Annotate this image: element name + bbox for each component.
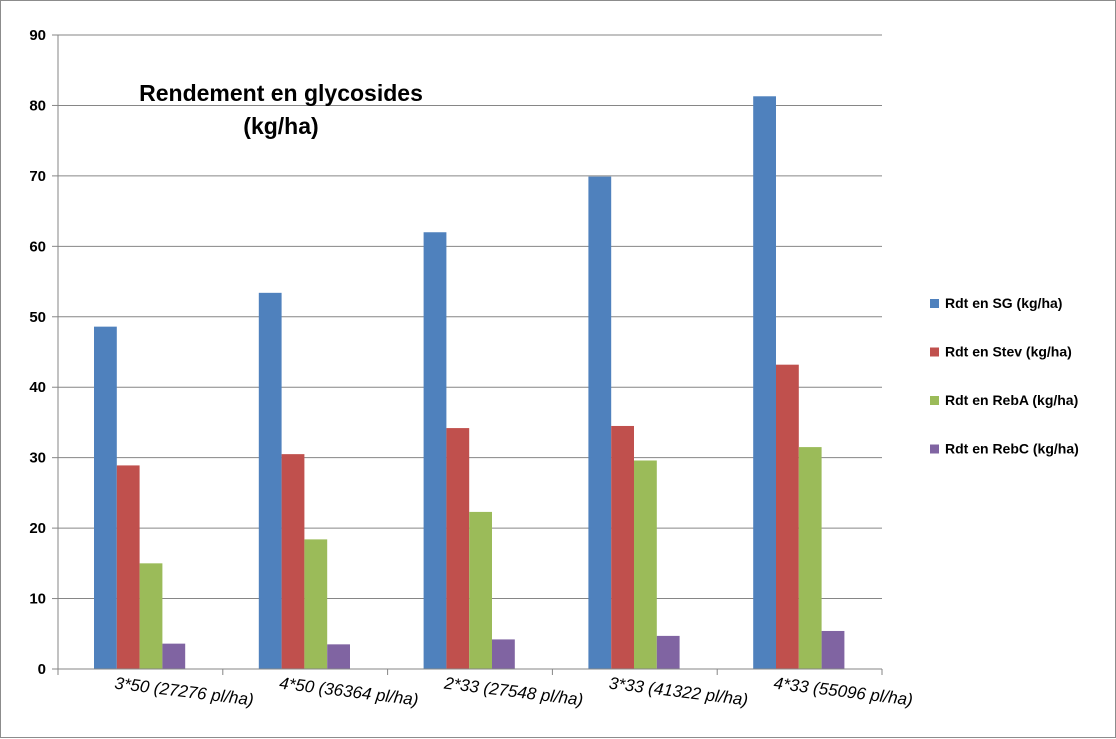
y-tick-labels: 0 10 20 30 40 50 60 70 80 90	[29, 27, 46, 678]
x-category-label: 4*33 (55096 pl/ha)	[773, 674, 914, 710]
bar-3-5	[798, 447, 822, 669]
bar-1-1	[94, 326, 117, 669]
bar-4-1	[162, 643, 186, 669]
bar-2-2	[281, 454, 305, 669]
bar-1-5	[753, 96, 776, 669]
bar-4-5	[821, 630, 845, 669]
y-tick-label: 30	[29, 450, 46, 467]
y-tick-label: 70	[29, 168, 46, 185]
x-category-labels: 3*50 (27276 pl/ha) 4*50 (36364 pl/ha) 2*33…	[113, 673, 913, 709]
y-tick-label: 90	[29, 27, 46, 44]
legend-label: Rdt en Stev (kg/ha)	[945, 344, 1072, 360]
bar-2-5	[776, 364, 799, 669]
bar-2-4	[611, 425, 634, 669]
legend-label: Rdt en RebA (kg/ha)	[945, 392, 1078, 408]
chart-title-line-2: (kg/ha)	[243, 113, 318, 139]
legend-label: Rdt en RebC (kg/ha)	[945, 441, 1079, 457]
y-tick-label: 0	[38, 661, 46, 678]
legend-swatch	[930, 396, 939, 405]
chart-title-line-1: Rendement en glycosides	[139, 80, 423, 106]
bar-1-4	[588, 176, 612, 670]
bar-3-1	[139, 563, 163, 669]
y-tick-label: 20	[29, 520, 46, 537]
bar-2-1	[116, 465, 140, 669]
bar-3-3	[469, 511, 492, 669]
y-tick-label: 10	[29, 591, 46, 608]
bar-4-2	[327, 644, 350, 669]
gridlines	[52, 34, 882, 670]
bars	[94, 96, 845, 670]
y-tick-label: 60	[29, 238, 46, 255]
legend-label: Rdt en SG (kg/ha)	[945, 295, 1062, 311]
bar-1-2	[258, 292, 282, 669]
bar-3-4	[634, 460, 657, 669]
y-tick-label: 80	[29, 97, 46, 114]
x-category-label: 3*33 (41322 pl/ha)	[608, 674, 749, 710]
bar-4-4	[656, 635, 680, 669]
legend-swatch	[930, 347, 939, 357]
x-category-label: 2*33 (27548 pl/ha)	[442, 673, 584, 709]
x-category-label: 4*50 (36364 pl/ha)	[278, 674, 419, 710]
bar-4-3	[492, 639, 515, 669]
y-tick-label: 50	[29, 309, 46, 326]
axes	[57, 35, 883, 675]
x-category-label: 3*50 (27276 pl/ha)	[113, 674, 254, 710]
legend-swatch	[930, 444, 939, 454]
legend: Rdt en SG (kg/ha) Rdt en Stev (kg/ha) Rdt …	[930, 295, 1079, 457]
bar-2-3	[446, 428, 470, 669]
bar-1-3	[423, 232, 447, 669]
legend-swatch	[930, 299, 939, 308]
bar-3-2	[304, 539, 328, 669]
y-tick-label: 40	[29, 379, 46, 396]
